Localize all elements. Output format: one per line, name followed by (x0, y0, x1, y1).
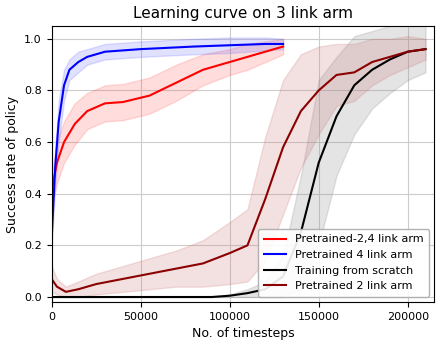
Training from scratch (316, 161, 321, 165)
Pretrained-2,4 link arm (147, 93, 152, 98)
Pretrained 2 link arm (387, 55, 392, 59)
Pretrained 2 link arm (227, 251, 232, 255)
Pretrained-2,4 link arm (72, 122, 77, 126)
Pretrained-2,4 link arm (174, 81, 179, 85)
Training from scratch (334, 114, 339, 118)
Line: Pretrained 2 link arm: Pretrained 2 link arm (51, 49, 425, 292)
Training from scratch (370, 68, 375, 72)
Pretrained-2,4 link arm (62, 140, 67, 144)
Pretrained 2 link arm (63, 290, 69, 294)
Pretrained 4 link arm (84, 55, 90, 59)
Training from scratch (280, 274, 286, 279)
Line: Training from scratch: Training from scratch (51, 49, 425, 297)
Pretrained 4 link arm (103, 49, 108, 54)
Pretrained-2,4 link arm (84, 109, 90, 113)
Pretrained 2 link arm (76, 287, 81, 291)
Legend: Pretrained-2,4 link arm, Pretrained 4 link arm, Training from scratch, Pretraine: Pretrained-2,4 link arm, Pretrained 4 li… (258, 229, 429, 297)
Training from scratch (298, 230, 304, 235)
Training from scratch (423, 47, 428, 51)
Pretrained 2 link arm (200, 261, 205, 265)
Pretrained 2 link arm (147, 272, 152, 276)
Training from scratch (236, 292, 241, 297)
Training from scratch (227, 294, 232, 298)
Pretrained 2 link arm (174, 266, 179, 271)
Pretrained 4 link arm (227, 43, 232, 47)
Pretrained 4 link arm (52, 166, 58, 170)
Pretrained 2 link arm (49, 277, 54, 281)
Pretrained-2,4 link arm (49, 189, 54, 193)
Pretrained 4 link arm (56, 119, 61, 124)
Pretrained 2 link arm (280, 145, 286, 149)
Y-axis label: Success rate of policy: Success rate of policy (6, 95, 18, 233)
Pretrained 4 link arm (280, 42, 286, 46)
Pretrained-2,4 link arm (245, 55, 250, 59)
Title: Learning curve on 3 link arm: Learning curve on 3 link arm (133, 6, 353, 20)
Line: Pretrained 4 link arm: Pretrained 4 link arm (51, 44, 283, 240)
Pretrained 2 link arm (352, 70, 357, 74)
Pretrained 2 link arm (263, 197, 268, 201)
Training from scratch (49, 295, 54, 299)
X-axis label: No. of timesteps: No. of timesteps (192, 327, 294, 340)
Pretrained-2,4 link arm (103, 101, 108, 106)
Pretrained 2 link arm (423, 47, 428, 51)
Pretrained 2 link arm (334, 73, 339, 77)
Pretrained-2,4 link arm (227, 60, 232, 64)
Pretrained 2 link arm (370, 60, 375, 64)
Pretrained 2 link arm (54, 285, 59, 289)
Pretrained 4 link arm (76, 60, 81, 64)
Pretrained 4 link arm (62, 83, 67, 87)
Training from scratch (263, 287, 268, 291)
Training from scratch (245, 291, 250, 295)
Pretrained 2 link arm (120, 277, 125, 281)
Pretrained 2 link arm (405, 49, 411, 54)
Pretrained 4 link arm (263, 42, 268, 46)
Pretrained-2,4 link arm (280, 45, 286, 49)
Training from scratch (352, 83, 357, 87)
Line: Pretrained-2,4 link arm: Pretrained-2,4 link arm (51, 47, 283, 191)
Pretrained-2,4 link arm (200, 68, 205, 72)
Pretrained 2 link arm (298, 109, 304, 113)
Pretrained 4 link arm (49, 238, 54, 242)
Pretrained 4 link arm (191, 45, 197, 49)
Pretrained 4 link arm (138, 47, 143, 51)
Pretrained-2,4 link arm (54, 161, 59, 165)
Pretrained-2,4 link arm (120, 100, 125, 104)
Training from scratch (387, 57, 392, 62)
Pretrained-2,4 link arm (263, 49, 268, 54)
Pretrained 2 link arm (316, 88, 321, 92)
Pretrained 4 link arm (67, 68, 72, 72)
Pretrained 2 link arm (93, 282, 99, 286)
Training from scratch (209, 295, 214, 299)
Training from scratch (405, 49, 411, 54)
Pretrained 2 link arm (245, 243, 250, 247)
